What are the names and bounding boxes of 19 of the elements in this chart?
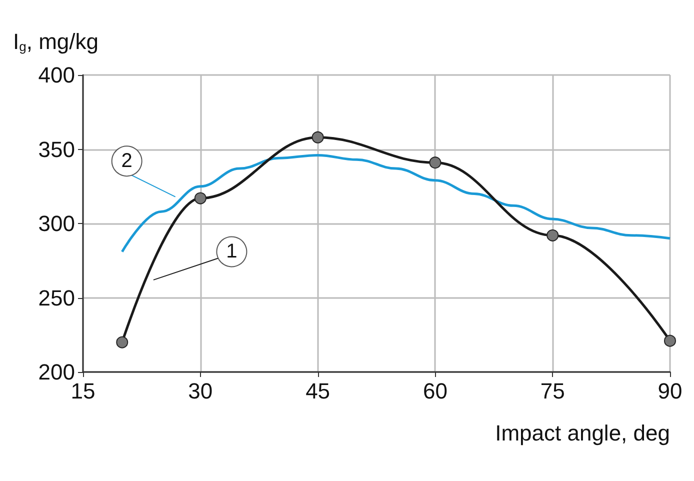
point	[429, 156, 442, 169]
x-axis-title: Impact angle, deg	[495, 420, 670, 446]
x-tick-label: 90	[658, 378, 682, 404]
point	[312, 131, 324, 144]
point	[546, 229, 559, 242]
x-tick-label: 75	[540, 378, 565, 404]
y-tick-label: 250	[38, 285, 75, 310]
x-tick-label: 60	[422, 378, 448, 404]
text: 1	[226, 240, 238, 263]
x-tick-label: 30	[188, 378, 213, 404]
point	[116, 336, 128, 348]
x-tick-label: 45	[306, 378, 330, 404]
y-tick-label: 400	[38, 62, 75, 88]
y-tick-label: 350	[38, 136, 75, 162]
point	[194, 192, 206, 204]
y-axis-title: Ig, mg/kg	[13, 29, 98, 54]
text: 2	[121, 150, 132, 172]
point	[664, 334, 676, 347]
y-tick-label: 300	[38, 211, 75, 236]
